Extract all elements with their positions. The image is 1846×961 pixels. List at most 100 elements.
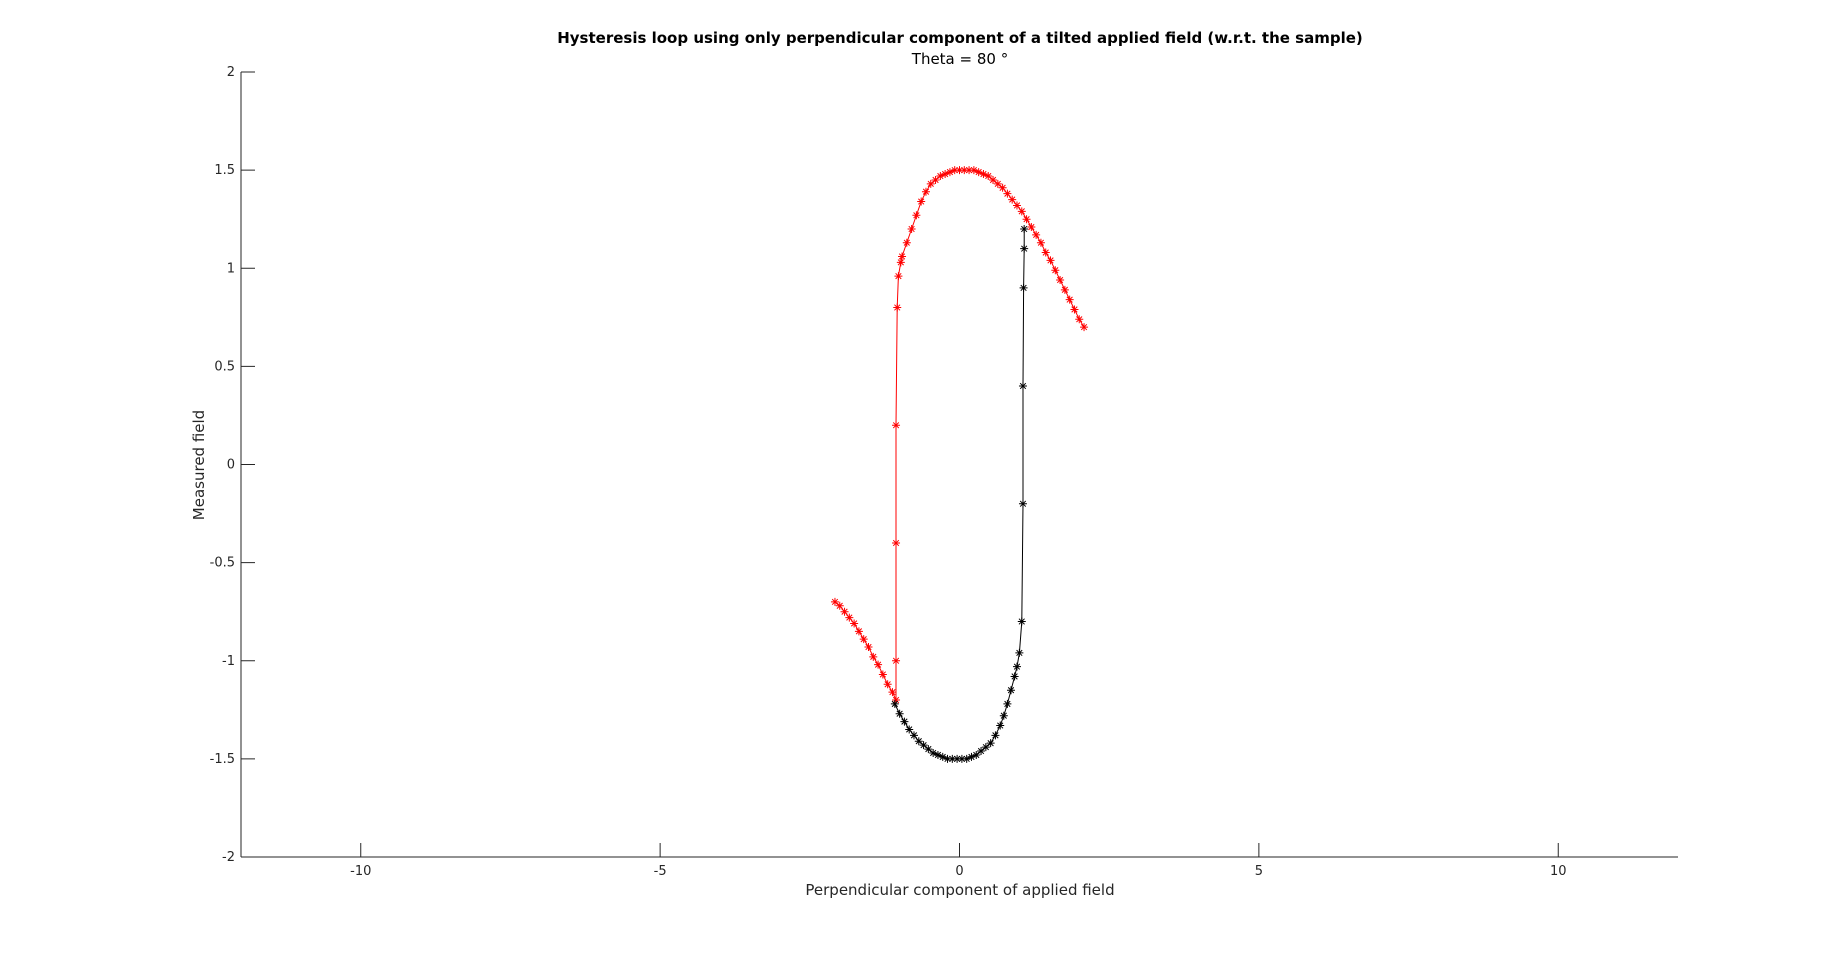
series-1-point	[960, 166, 969, 175]
series-2-point	[895, 709, 904, 718]
series-2-point	[1012, 662, 1021, 671]
series-2-point	[986, 739, 995, 748]
series-1-point	[926, 179, 935, 188]
series-1-point	[969, 166, 978, 175]
series-2-point	[962, 754, 971, 763]
series-1-point	[1065, 295, 1074, 304]
series-1-point	[835, 601, 844, 610]
x-tick-label: 10	[1550, 864, 1567, 879]
series-1-point	[874, 660, 883, 669]
series-1-point	[1017, 207, 1026, 216]
series-1-point	[845, 613, 854, 622]
series-1-point	[1041, 248, 1050, 257]
series-2-point	[972, 750, 981, 759]
series-2-point	[890, 699, 899, 708]
series-1-point	[984, 172, 993, 181]
series-1-point	[854, 627, 863, 636]
series-2-point	[1020, 244, 1029, 253]
series-2-point	[1018, 382, 1027, 390]
series-2-point	[933, 750, 942, 759]
x-axis-label: Perpendicular component of applied field	[805, 881, 1114, 899]
series-2-point	[1006, 686, 1015, 695]
series-1-point	[912, 211, 921, 220]
series-2-point	[1010, 672, 1019, 681]
series-2-point	[1019, 283, 1028, 292]
series-1-point	[1036, 238, 1045, 247]
y-tick-label: 1.5	[214, 163, 235, 178]
series-1-point	[950, 166, 959, 175]
series-1-point	[989, 175, 998, 184]
series-1-point	[869, 652, 878, 661]
series-1-point	[898, 252, 907, 261]
series-1-point	[998, 183, 1007, 192]
series-1-point	[896, 258, 905, 267]
series-1-point	[888, 688, 897, 697]
series-1-point	[1056, 276, 1065, 285]
chart-subtitle: Theta = 80 °	[911, 50, 1008, 68]
x-tick-label: -10	[350, 864, 371, 879]
series-2-point	[1020, 225, 1029, 233]
y-tick-label: 0	[227, 458, 235, 473]
series-2-point	[919, 741, 928, 750]
series-1-point	[974, 168, 983, 177]
series-1-point	[1075, 315, 1084, 324]
y-tick-label: 1	[227, 261, 235, 276]
series-1-point	[1051, 266, 1060, 275]
series-1-point	[1008, 195, 1017, 204]
series-2-point	[977, 747, 986, 756]
series-1-point	[892, 656, 901, 665]
series-2-point	[991, 731, 1000, 740]
y-tick-label: -1.5	[210, 752, 235, 767]
series-1-point	[892, 696, 901, 704]
y-axis-label: Measured field	[190, 410, 208, 520]
series-1-point	[1070, 305, 1079, 314]
series-1-point	[1060, 285, 1069, 294]
series-2-point	[996, 721, 1005, 730]
y-tick-label: -1	[222, 654, 235, 669]
series-1-point	[955, 166, 964, 175]
series-1-point	[892, 539, 901, 547]
series-2-point	[1003, 699, 1012, 708]
x-tick-label: 5	[1255, 864, 1263, 879]
series-1-point	[945, 168, 954, 177]
series-1-point	[894, 272, 903, 281]
series-1-point	[883, 680, 892, 689]
series-1-point	[917, 197, 926, 206]
series-1-point	[965, 166, 974, 175]
series-1-point	[993, 179, 1002, 188]
series-2-point	[967, 752, 976, 761]
series-1-point	[1012, 201, 1021, 210]
series-2-point	[1018, 499, 1027, 508]
y-axis-ticks: -2 -1.5 -1 -0.5 0 0.5 1 1.5 2	[210, 65, 255, 865]
series-2-point	[909, 731, 918, 740]
series-1-point	[1032, 230, 1041, 239]
series-1-point	[850, 619, 859, 628]
series-2-point	[914, 737, 923, 746]
series-line-2	[894, 229, 1025, 760]
series-2-point	[981, 743, 990, 752]
series-2-point	[929, 748, 938, 757]
series-1-point	[893, 303, 902, 312]
series-1-point	[1027, 223, 1036, 232]
series-1-point	[902, 238, 911, 247]
x-tick-label: -5	[654, 864, 667, 879]
series-2-point	[953, 754, 962, 763]
y-tick-label: 0.5	[214, 359, 235, 374]
series-1-point	[941, 170, 950, 179]
series-1-point	[859, 635, 868, 644]
plot-axes	[240, 72, 1678, 858]
series-1-point	[1022, 215, 1031, 224]
y-tick-label: -0.5	[210, 556, 235, 571]
series-1-point	[931, 175, 940, 184]
series-line-1	[834, 169, 1085, 701]
chart-title: Hysteresis loop using only perpendicular…	[557, 29, 1363, 47]
series-1-point	[840, 607, 849, 616]
series-1-point	[1046, 256, 1055, 265]
series-1-point	[830, 597, 839, 606]
y-tick-label: 2	[227, 65, 235, 80]
series-1-point	[907, 225, 916, 233]
series-1-point	[979, 170, 988, 179]
data-series	[830, 166, 1089, 763]
series-2-point	[1015, 648, 1024, 657]
